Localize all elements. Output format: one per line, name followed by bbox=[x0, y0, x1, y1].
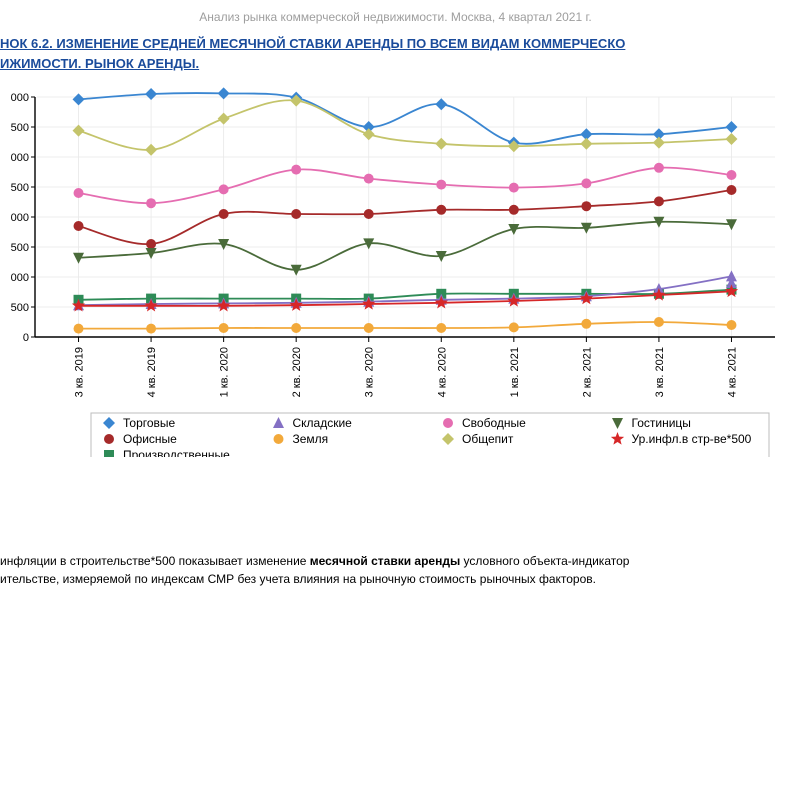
svg-text:Общепит: Общепит bbox=[462, 432, 514, 446]
svg-text:2 кв. 2020: 2 кв. 2020 bbox=[291, 347, 303, 397]
footer-pre: инфляции в строительстве*500 показывает … bbox=[0, 554, 310, 568]
svg-text:000: 000 bbox=[11, 92, 29, 104]
svg-text:1 кв. 2021: 1 кв. 2021 bbox=[509, 347, 521, 397]
svg-text:4 кв. 2019: 4 кв. 2019 bbox=[146, 347, 158, 397]
svg-text:Офисные: Офисные bbox=[123, 432, 177, 446]
page-header: Анализ рынка коммерческой недвижимости. … bbox=[0, 10, 791, 24]
svg-text:000: 000 bbox=[11, 212, 29, 224]
svg-text:Гостиницы: Гостиницы bbox=[632, 416, 691, 430]
svg-text:500: 500 bbox=[11, 242, 29, 254]
svg-text:Торговые: Торговые bbox=[123, 416, 176, 430]
line-chart: 0 500 000 500 000 500 000 500 000 3 кв. 2019 4 кв.… bbox=[0, 87, 785, 457]
svg-text:3 кв. 2019: 3 кв. 2019 bbox=[74, 347, 86, 397]
chart-container: 0 500 000 500 000 500 000 500 000 3 кв. 2019 4 кв.… bbox=[0, 87, 791, 462]
svg-text:500: 500 bbox=[11, 302, 29, 314]
footer-post: условного объекта-индикатор bbox=[460, 554, 629, 568]
svg-text:1 кв. 2020: 1 кв. 2020 bbox=[219, 347, 231, 397]
svg-text:4 кв. 2021: 4 кв. 2021 bbox=[726, 347, 738, 397]
svg-text:500: 500 bbox=[11, 182, 29, 194]
svg-text:4 кв. 2020: 4 кв. 2020 bbox=[436, 347, 448, 397]
svg-text:3 кв. 2020: 3 кв. 2020 bbox=[364, 347, 376, 397]
svg-text:3 кв. 2021: 3 кв. 2021 bbox=[654, 347, 666, 397]
svg-text:000: 000 bbox=[11, 272, 29, 284]
svg-text:Земля: Земля bbox=[293, 432, 329, 446]
footer-paragraph: инфляции в строительстве*500 показывает … bbox=[0, 552, 791, 588]
svg-text:Складские: Складские bbox=[293, 416, 353, 430]
svg-text:Ур.инфл.в стр-ве*500: Ур.инфл.в стр-ве*500 bbox=[632, 432, 752, 446]
svg-text:000: 000 bbox=[11, 152, 29, 164]
svg-text:2 кв. 2021: 2 кв. 2021 bbox=[581, 347, 593, 397]
chart-title: НОК 6.2. ИЗМЕНЕНИЕ СРЕДНЕЙ МЕСЯЧНОЙ СТАВ… bbox=[0, 34, 791, 73]
svg-text:500: 500 bbox=[11, 122, 29, 134]
title-line-2: ИЖИМОСТИ. РЫНОК АРЕНДЫ. bbox=[0, 56, 199, 71]
svg-text:Свободные: Свободные bbox=[462, 416, 526, 430]
svg-text:0: 0 bbox=[23, 332, 29, 344]
footer-line2: ительстве, измеряемой по индексам СМР бе… bbox=[0, 572, 596, 586]
footer-bold: месячной ставки аренды bbox=[310, 554, 460, 568]
title-line-1: НОК 6.2. ИЗМЕНЕНИЕ СРЕДНЕЙ МЕСЯЧНОЙ СТАВ… bbox=[0, 36, 625, 51]
svg-text:Производственные: Производственные bbox=[123, 448, 230, 457]
